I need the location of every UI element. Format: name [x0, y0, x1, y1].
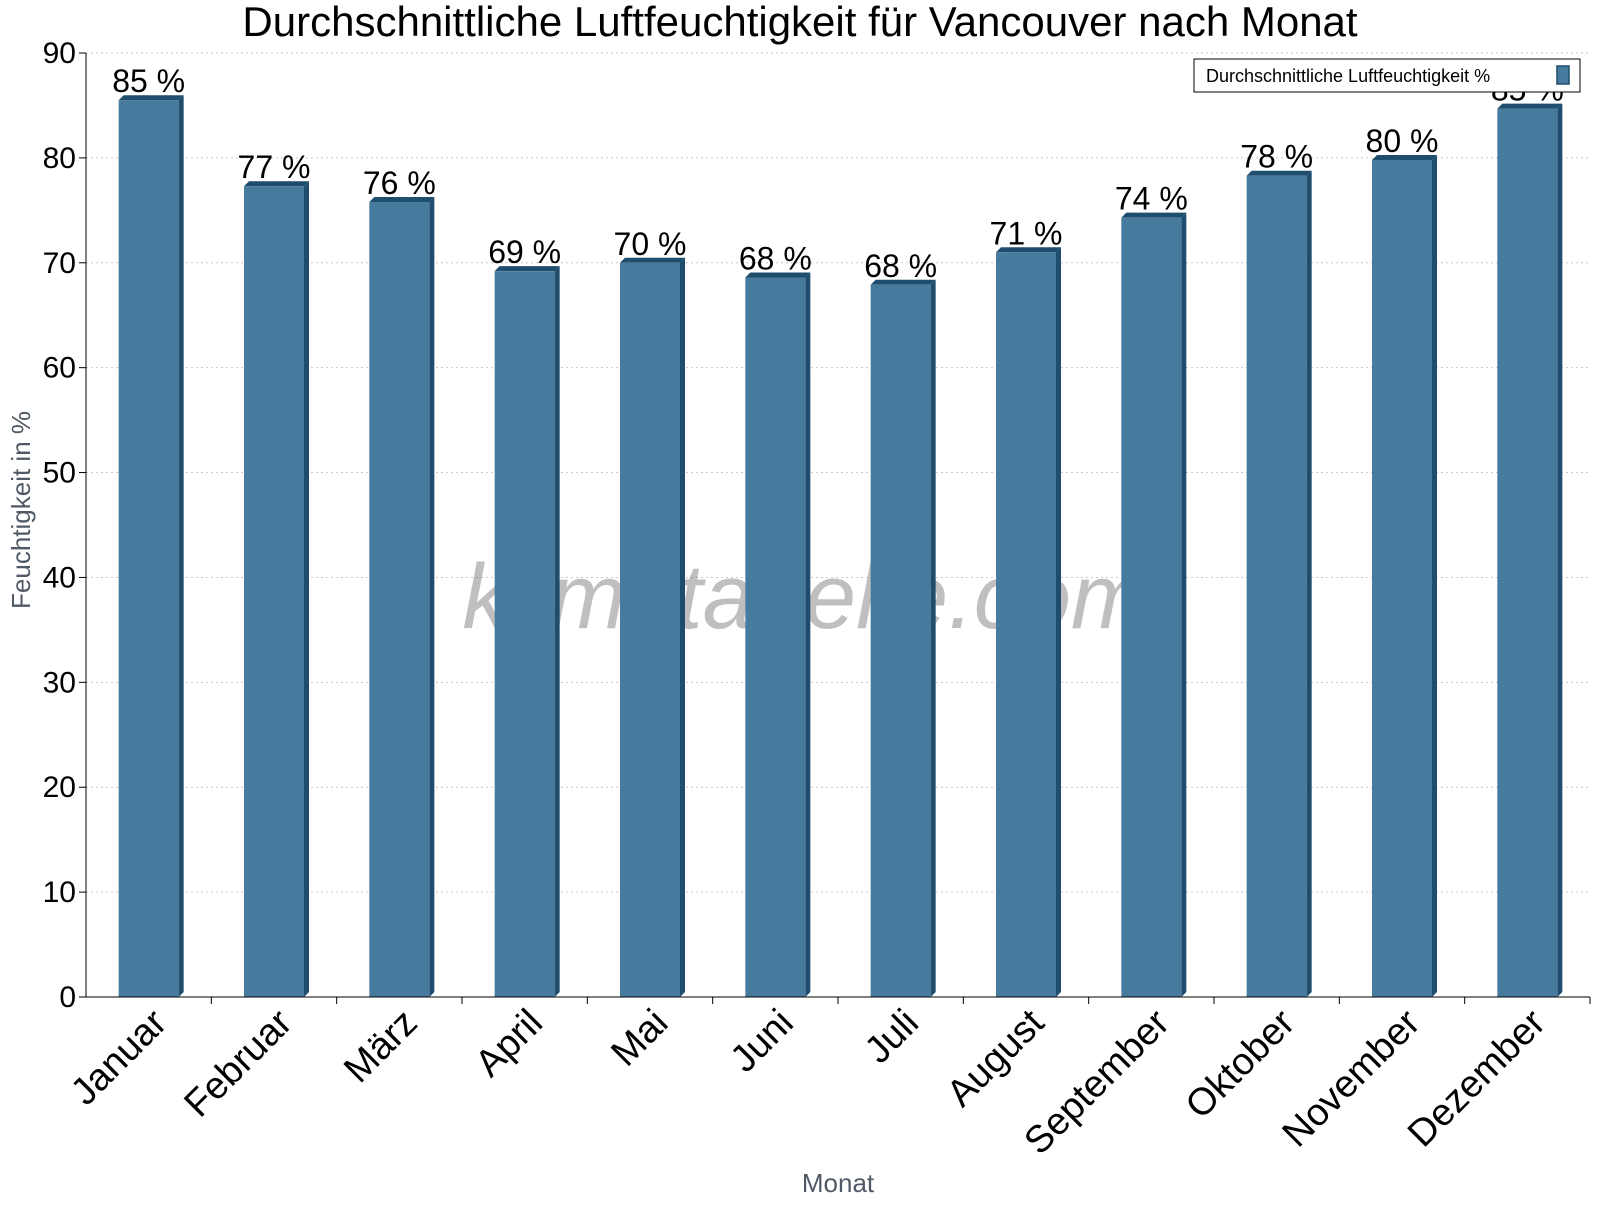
legend-swatch — [1556, 65, 1570, 85]
bar-side — [680, 257, 685, 997]
data-label: 85 % — [112, 63, 185, 99]
y-tick-labels: 0 10 20 30 40 50 60 70 80 90 — [43, 37, 76, 1014]
bar-side — [1306, 170, 1312, 998]
bar-august — [996, 247, 1061, 998]
x-tick-label: Juli — [857, 1002, 927, 1072]
bar-dezember — [1497, 103, 1563, 997]
y-tick-label: 50 — [43, 457, 76, 490]
data-label: 74 % — [1115, 181, 1188, 217]
axes — [79, 52, 1591, 1004]
x-tick-label: März — [336, 1002, 425, 1091]
bar-top — [1246, 170, 1312, 176]
bar — [870, 284, 931, 997]
bar-side — [304, 181, 309, 998]
bar-side — [429, 196, 435, 998]
bar-juli — [870, 279, 936, 997]
bar-top — [745, 272, 811, 278]
data-label: 68 % — [864, 248, 937, 284]
y-tick-label: 30 — [43, 666, 76, 699]
x-tick-label: Dezember — [1400, 1001, 1554, 1155]
bar-september — [1121, 212, 1187, 998]
y-tick-label: 90 — [43, 37, 76, 70]
bar-side — [554, 266, 560, 997]
y-axis-label: Feuchtigkeit in % — [6, 411, 36, 609]
bar-top — [494, 266, 560, 272]
y-tick-label: 0 — [59, 981, 76, 1014]
bar-side — [930, 279, 936, 997]
bar — [118, 100, 179, 997]
bar — [745, 277, 806, 997]
bar — [996, 252, 1056, 998]
bar-mai — [620, 257, 685, 997]
bar-top — [996, 247, 1061, 253]
bar — [620, 262, 680, 997]
y-tick-label: 10 — [43, 876, 76, 909]
y-tick-label: 20 — [43, 771, 76, 804]
bar-top — [1372, 154, 1437, 160]
bar-november — [1372, 154, 1437, 997]
bar-top — [118, 95, 184, 101]
bar-top — [369, 196, 435, 202]
gridlines — [86, 52, 1590, 893]
legend: Durchschnittliche Luftfeuchtigkeit % — [1193, 58, 1581, 93]
y-tick-label: 80 — [43, 142, 76, 175]
bar-februar — [244, 181, 309, 998]
bar-april — [494, 266, 560, 997]
bar — [1121, 217, 1182, 998]
x-tick-label: Oktober — [1178, 1001, 1304, 1127]
bar-top — [244, 181, 309, 187]
bar-juni — [745, 272, 811, 997]
bar — [494, 271, 555, 997]
x-tick-label: Mai — [603, 1002, 676, 1075]
bar-märz — [369, 196, 435, 998]
bar-side — [805, 272, 811, 997]
data-label: 76 % — [363, 165, 436, 201]
bar-side — [1557, 103, 1563, 997]
x-tick-label: Juni — [723, 1002, 802, 1081]
bar-side — [1432, 154, 1437, 997]
bar-side — [1181, 212, 1187, 998]
data-label: 80 % — [1366, 123, 1439, 159]
bar — [1372, 159, 1432, 997]
chart-title: Durchschnittliche Luftfeuchtigkeit für V… — [242, 0, 1357, 45]
bar-side — [1056, 247, 1061, 998]
x-tick-label: Februar — [177, 1001, 301, 1125]
data-label: 78 % — [1240, 139, 1313, 175]
x-axis-label: Monat — [802, 1168, 875, 1198]
bar-side — [178, 95, 184, 997]
bar-top — [870, 279, 936, 285]
x-tick-label: April — [468, 1002, 551, 1085]
bars — [118, 95, 1563, 998]
legend-label: Durchschnittliche Luftfeuchtigkeit % — [1206, 66, 1490, 86]
bar — [1246, 175, 1307, 998]
data-label: 70 % — [614, 226, 687, 262]
bar-top — [1121, 212, 1187, 218]
data-label: 69 % — [488, 234, 561, 270]
bar-januar — [118, 95, 184, 997]
bar — [369, 201, 430, 998]
bar-top — [1497, 103, 1563, 109]
x-tick-label: Januar — [63, 1001, 175, 1113]
x-tick-label: August — [939, 1001, 1053, 1115]
x-tick-labels: Januar Februar März April Mai Juni Juli AugustS… — [63, 1001, 1554, 1162]
data-labels: 85 % 77 % 76 % 69 % 70 % 68 % 68 % 71 % 74 % 78 %… — [112, 63, 1564, 284]
data-label: 77 % — [238, 149, 311, 185]
data-label: 68 % — [739, 240, 812, 276]
bar — [1497, 108, 1558, 997]
bar-oktober — [1246, 170, 1312, 998]
bar-top — [620, 257, 685, 263]
y-tick-label: 60 — [43, 352, 76, 385]
y-tick-label: 70 — [43, 247, 76, 280]
data-label: 71 % — [990, 215, 1063, 251]
y-tick-label: 40 — [43, 561, 76, 594]
bar — [244, 186, 304, 998]
legend-box — [1193, 58, 1581, 93]
